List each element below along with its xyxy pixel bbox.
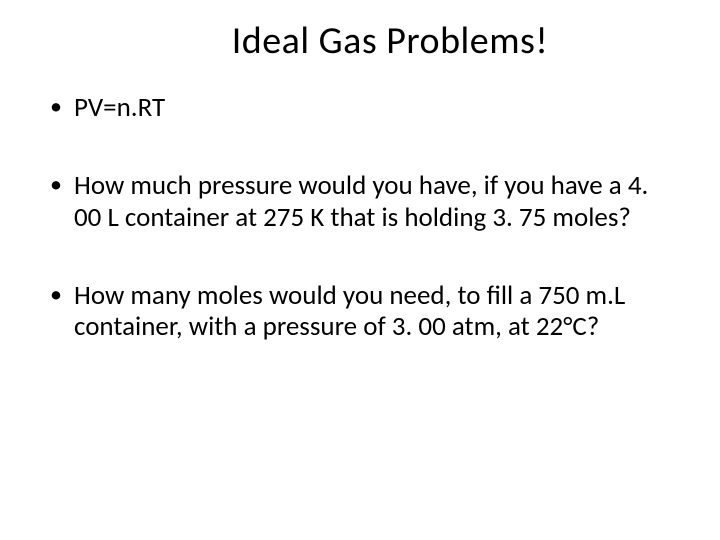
bullet-item: PV=n.RT [46, 92, 674, 124]
slide-container: Ideal Gas Problems! PV=n.RT How much pre… [0, 0, 720, 540]
bullet-item: How many moles would you need, to fill a… [46, 280, 674, 344]
bullet-list: PV=n.RT How much pressure would you have… [40, 92, 680, 343]
bullet-item: How much pressure would you have, if you… [46, 170, 674, 234]
slide-title: Ideal Gas Problems! [40, 18, 680, 64]
